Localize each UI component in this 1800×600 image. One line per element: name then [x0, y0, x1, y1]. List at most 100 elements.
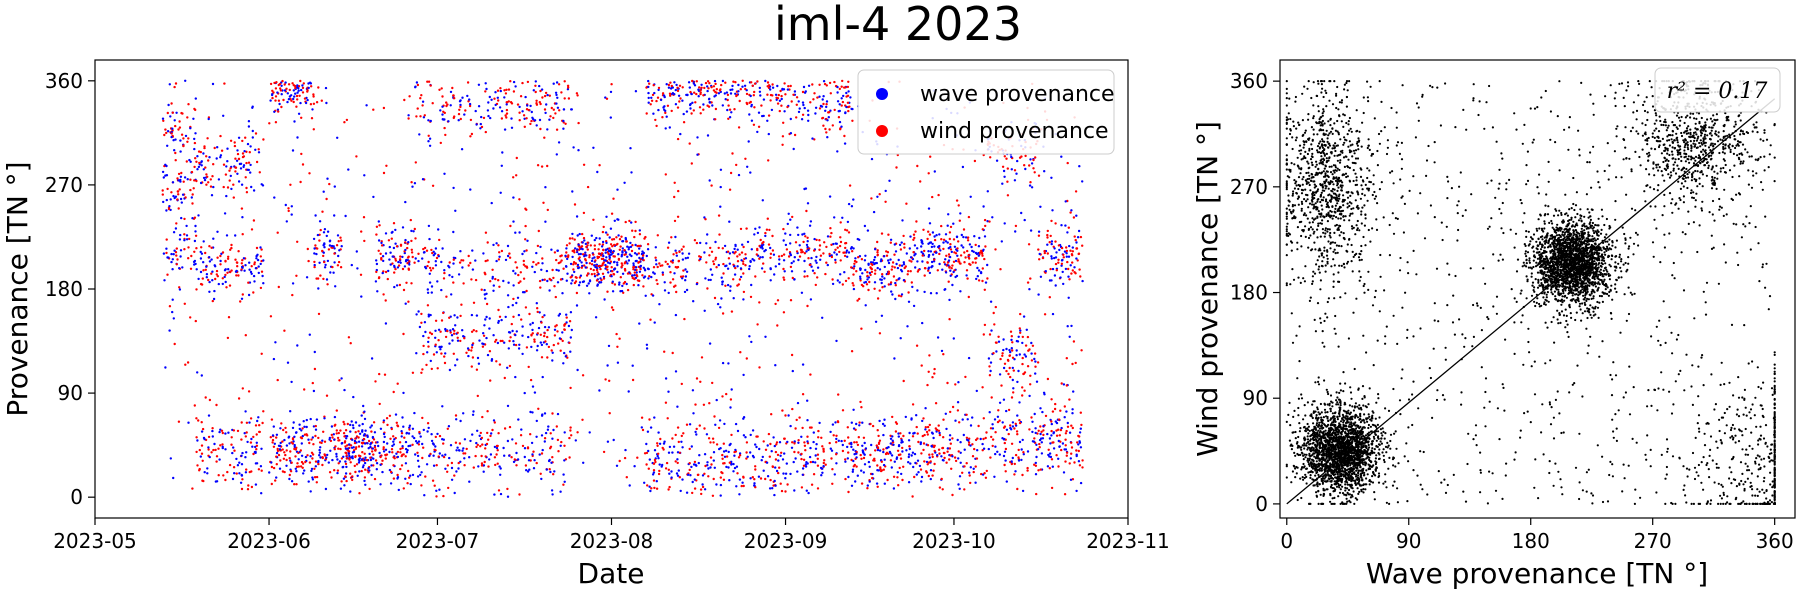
wave-point	[569, 350, 572, 353]
wind-point	[451, 86, 454, 90]
wind-point	[899, 432, 902, 435]
wave-point	[189, 160, 192, 163]
wind-point	[403, 98, 406, 102]
wave-point	[429, 119, 432, 123]
wave-point	[246, 168, 249, 171]
wind-point	[524, 238, 527, 241]
wave-point	[927, 250, 930, 253]
wind-point	[421, 368, 424, 371]
wind-point	[569, 386, 572, 390]
wind-point	[442, 442, 445, 445]
wind-point	[741, 79, 744, 83]
wind-point	[317, 86, 320, 89]
wind-point	[798, 416, 801, 419]
wave-point	[511, 304, 514, 307]
wind-point	[195, 247, 198, 250]
wave-point	[162, 200, 165, 204]
wave-point	[708, 97, 711, 101]
wind-point	[911, 403, 915, 406]
wind-point	[860, 482, 864, 485]
wave-point	[766, 119, 769, 123]
wind-point	[905, 202, 908, 205]
wind-point	[791, 441, 794, 444]
wave-point	[695, 282, 699, 286]
wave-point	[883, 285, 886, 288]
wind-point	[619, 276, 622, 279]
wave-point	[611, 290, 615, 293]
wave-point	[489, 453, 493, 456]
wind-point	[695, 241, 699, 245]
wave-point	[738, 493, 741, 496]
wind-point	[899, 248, 903, 251]
wind-point	[406, 482, 409, 485]
wave-point	[594, 316, 598, 319]
wave-point	[179, 175, 183, 178]
wind-point	[539, 102, 542, 106]
wave-point	[443, 172, 446, 175]
wind-point	[549, 432, 552, 435]
wave-point	[624, 236, 627, 240]
wave-point	[355, 250, 358, 253]
wind-point	[314, 244, 317, 247]
wave-point	[711, 104, 714, 107]
wave-point	[784, 243, 788, 247]
wave-point	[944, 271, 948, 274]
wind-point	[345, 454, 348, 457]
wave-point	[932, 436, 935, 440]
wind-point	[572, 249, 576, 252]
wind-point	[785, 248, 789, 251]
wave-point	[327, 461, 330, 464]
wave-point	[311, 476, 314, 479]
wave-point	[598, 281, 601, 284]
wind-point	[303, 388, 306, 391]
wave-point	[245, 451, 248, 454]
wave-point	[798, 107, 801, 110]
wave-point	[559, 444, 562, 447]
wave-point	[952, 337, 955, 340]
wave-point	[577, 243, 580, 246]
wave-point	[275, 451, 279, 455]
wave-point	[196, 371, 199, 374]
wind-point	[699, 89, 702, 92]
wind-point	[732, 80, 735, 83]
wind-point	[480, 462, 484, 465]
wind-point	[669, 271, 672, 274]
wave-point	[730, 388, 733, 391]
wave-point	[488, 95, 491, 99]
wind-point	[228, 179, 231, 182]
wave-point	[499, 89, 502, 93]
wind-point	[289, 183, 292, 186]
wind-point	[276, 449, 280, 453]
wave-point	[495, 242, 498, 245]
wind-point	[595, 268, 599, 272]
wave-point	[921, 419, 924, 423]
wave-point	[959, 451, 962, 454]
wave-point	[205, 265, 208, 268]
wind-point	[211, 427, 214, 430]
wave-point	[392, 443, 396, 446]
wind-point	[700, 356, 704, 359]
wave-point	[812, 431, 815, 434]
wind-point	[312, 95, 315, 98]
wind-point	[645, 463, 648, 466]
wave-point	[248, 421, 251, 424]
wave-point	[699, 241, 702, 245]
wind-point	[343, 435, 346, 438]
wind-point	[931, 474, 934, 477]
wave-point	[577, 253, 581, 256]
wind-point	[937, 448, 941, 451]
wave-point	[512, 80, 516, 84]
wave-point	[627, 248, 630, 251]
wind-point	[402, 487, 405, 490]
wave-point	[240, 297, 244, 300]
wave-point	[471, 413, 475, 416]
wave-point	[908, 431, 911, 435]
wind-point	[284, 453, 287, 457]
wind-point	[176, 177, 179, 180]
wave-point	[894, 297, 897, 301]
wind-point	[173, 85, 176, 89]
wave-point	[543, 325, 547, 329]
wave-point	[305, 425, 308, 429]
wave-point	[534, 80, 537, 83]
wave-point	[305, 418, 308, 422]
